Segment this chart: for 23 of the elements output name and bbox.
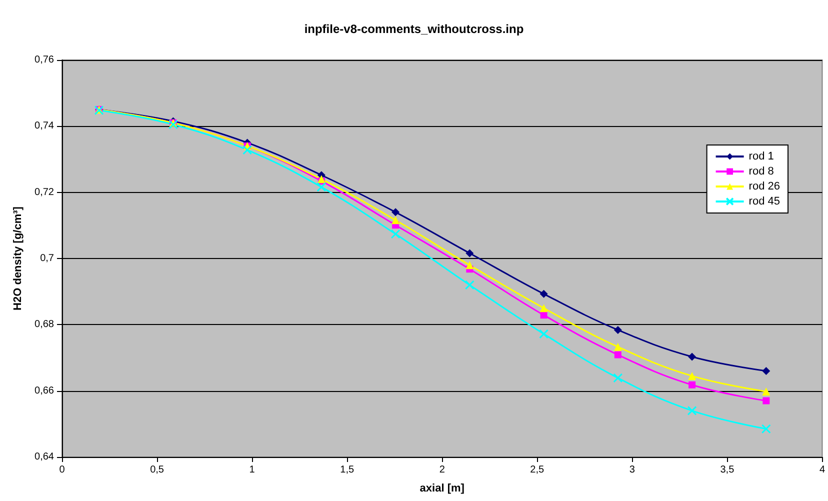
x-tick-label: 2,5 xyxy=(530,464,545,476)
y-tick-label: 0,68 xyxy=(34,319,54,330)
legend-label: rod 8 xyxy=(748,166,774,178)
y-axis-title: H2O density [g/cm³] xyxy=(12,206,24,310)
x-tick-label: 2 xyxy=(439,464,446,476)
x-axis-title: axial [m] xyxy=(420,482,465,494)
x-tick-label: 4 xyxy=(819,464,826,476)
y-tick-label: 0,72 xyxy=(34,186,54,198)
y-tick-label: 0,64 xyxy=(34,452,54,462)
x-tick-label: 3,5 xyxy=(720,464,735,476)
legend-label: rod 45 xyxy=(748,196,780,208)
x-tick-label: 1,5 xyxy=(340,464,354,476)
x-tick-label: 0 xyxy=(59,464,66,476)
legend-label: rod 1 xyxy=(748,150,774,162)
y-tick-label: 0,74 xyxy=(34,120,54,132)
y-tick-label: 0,66 xyxy=(34,385,54,396)
x-tick-label: 1 xyxy=(249,464,256,476)
legend-label: rod 26 xyxy=(748,180,780,192)
y-tick-label: 0,7 xyxy=(40,253,54,264)
x-tick-label: 3 xyxy=(629,464,636,476)
x-tick-label: 0,5 xyxy=(150,464,164,476)
y-tick-label: 0,76 xyxy=(34,54,54,66)
chart-title: inpfile-v8-comments_withoutcross.inp xyxy=(304,22,524,36)
